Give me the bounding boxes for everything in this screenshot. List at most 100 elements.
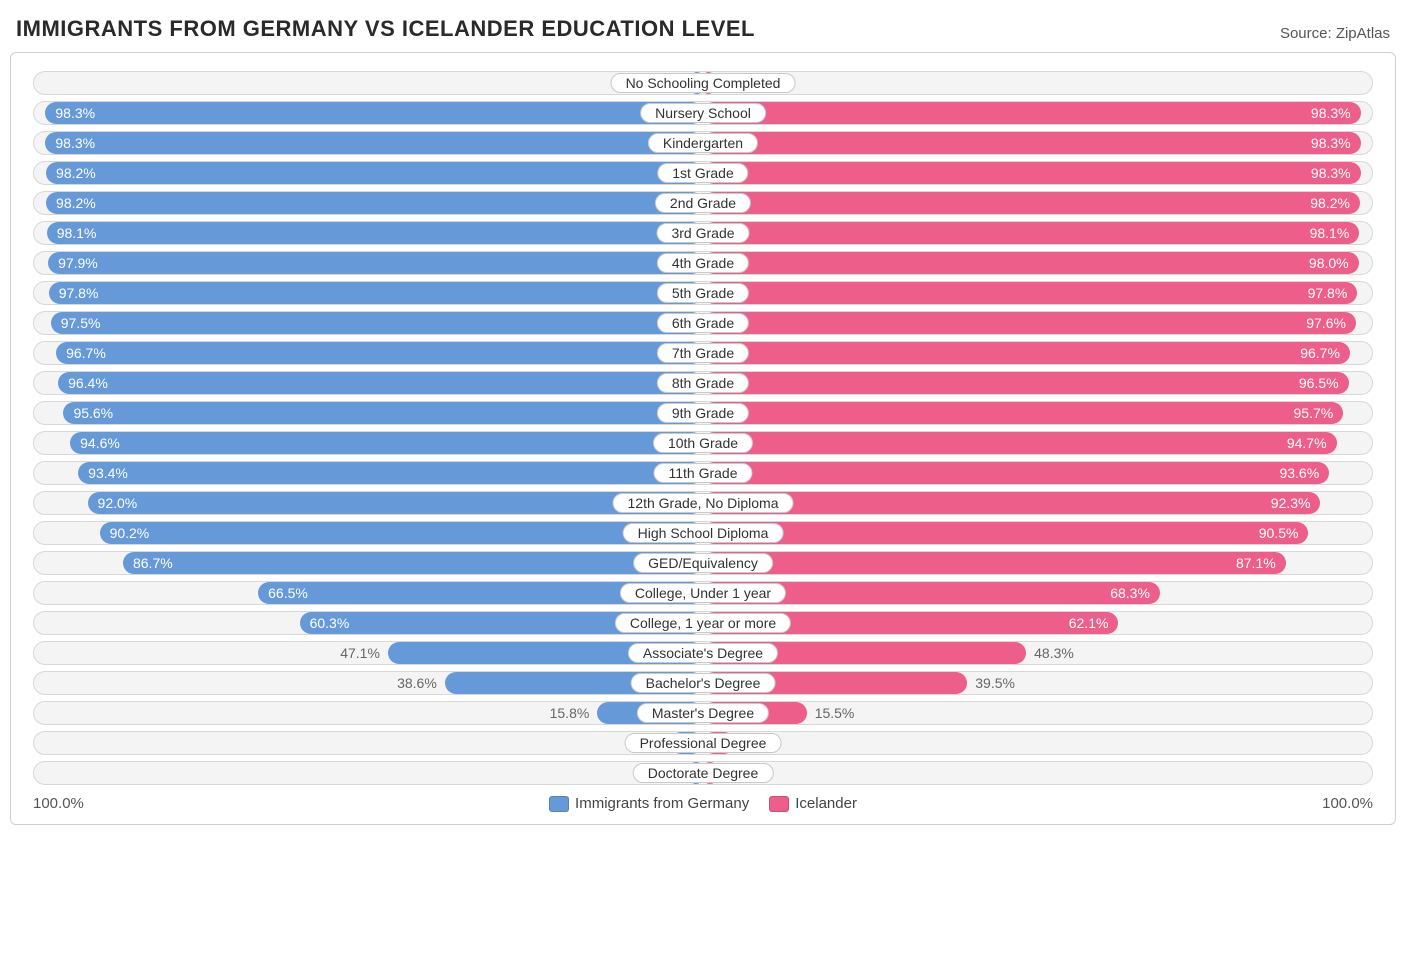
category-label: 5th Grade bbox=[657, 283, 749, 303]
category-label: 7th Grade bbox=[657, 343, 749, 363]
chart-row: 94.6% 94.7% 10th Grade bbox=[33, 431, 1373, 455]
bar-right-value: 94.7% bbox=[1287, 435, 1327, 451]
legend-swatch-left bbox=[549, 796, 569, 812]
category-label: GED/Equivalency bbox=[633, 553, 773, 573]
chart-row: 98.2%98.2%2nd Grade bbox=[33, 191, 1373, 215]
bar-left: 90.2% bbox=[100, 522, 703, 544]
bar-right-value: 95.7% bbox=[1294, 405, 1334, 421]
chart-row: 98.3%98.3%Kindergarten bbox=[33, 131, 1373, 155]
legend-label-left: Immigrants from Germany bbox=[575, 795, 749, 812]
chart-header: IMMIGRANTS FROM GERMANY VS ICELANDER EDU… bbox=[10, 16, 1396, 52]
bar-right-value: 97.8% bbox=[1308, 285, 1348, 301]
category-label: 4th Grade bbox=[657, 253, 749, 273]
bar-right: 97.6% bbox=[703, 312, 1356, 334]
bar-left-value: 15.8% bbox=[550, 702, 598, 724]
category-label: 6th Grade bbox=[657, 313, 749, 333]
bar-left-value: 66.5% bbox=[268, 585, 308, 601]
chart-row: 4.9%4.8%Professional Degree bbox=[33, 731, 1373, 755]
bar-left: 97.9% bbox=[48, 252, 703, 274]
bar-left-value: 38.6% bbox=[397, 672, 445, 694]
bar-left: 96.4% bbox=[58, 372, 703, 394]
category-label: Master's Degree bbox=[637, 703, 769, 723]
category-label: Associate's Degree bbox=[628, 643, 778, 663]
category-label: 9th Grade bbox=[657, 403, 749, 423]
chart-row: 93.4% 93.6% 11th Grade bbox=[33, 461, 1373, 485]
bar-left: 98.3% bbox=[45, 132, 703, 154]
bar-right: 98.0% bbox=[703, 252, 1359, 274]
bar-left: 98.3% bbox=[45, 102, 703, 124]
bar-left-value: 96.7% bbox=[66, 345, 106, 361]
bar-left-value: 98.3% bbox=[55, 135, 95, 151]
bar-right-value: 98.3% bbox=[1311, 165, 1351, 181]
bar-right-value: 90.5% bbox=[1259, 525, 1299, 541]
chart-rows: 1.8%1.7%No Schooling Completed98.3%98.3%… bbox=[33, 71, 1373, 785]
bar-right: 98.2% bbox=[703, 192, 1360, 214]
bar-left: 94.6% bbox=[70, 432, 703, 454]
legend-label-right: Icelander bbox=[795, 795, 857, 812]
bar-left: 97.5% bbox=[51, 312, 703, 334]
bar-right: 94.7% bbox=[703, 432, 1337, 454]
chart-row: 60.3% 62.1% College, 1 year or more bbox=[33, 611, 1373, 635]
bar-right: 90.5% bbox=[703, 522, 1308, 544]
bar-right-value: 98.0% bbox=[1309, 255, 1349, 271]
bar-left-value: 96.4% bbox=[68, 375, 108, 391]
chart-row: 66.5%68.3%College, Under 1 year bbox=[33, 581, 1373, 605]
chart-row: 97.9% 98.0% 4th Grade bbox=[33, 251, 1373, 275]
bar-left: 98.1% bbox=[47, 222, 703, 244]
category-label: 12th Grade, No Diploma bbox=[613, 493, 794, 513]
bar-left-value: 98.2% bbox=[56, 165, 96, 181]
bar-right: 96.5% bbox=[703, 372, 1349, 394]
bar-right: 87.1% bbox=[703, 552, 1286, 574]
bar-right-value: 62.1% bbox=[1069, 615, 1109, 631]
category-label: Nursery School bbox=[640, 103, 766, 123]
chart-row: 92.0%92.3%12th Grade, No Diploma bbox=[33, 491, 1373, 515]
chart-row: 86.7%87.1%GED/Equivalency bbox=[33, 551, 1373, 575]
bar-left-value: 90.2% bbox=[110, 525, 150, 541]
category-label: College, Under 1 year bbox=[620, 583, 786, 603]
chart-row: 15.8%15.5%Master's Degree bbox=[33, 701, 1373, 725]
chart-row: 1.8%1.7%No Schooling Completed bbox=[33, 71, 1373, 95]
bar-right: 93.6% bbox=[703, 462, 1329, 484]
category-label: 10th Grade bbox=[653, 433, 753, 453]
category-label: No Schooling Completed bbox=[611, 73, 796, 93]
chart-row: 96.7% 96.7% 7th Grade bbox=[33, 341, 1373, 365]
category-label: College, 1 year or more bbox=[615, 613, 791, 633]
chart-row: 98.1%98.1%3rd Grade bbox=[33, 221, 1373, 245]
bar-left: 98.2% bbox=[46, 192, 703, 214]
legend: Immigrants from Germany Icelander bbox=[84, 795, 1322, 812]
bar-left-value: 60.3% bbox=[310, 615, 350, 631]
category-label: 3rd Grade bbox=[656, 223, 749, 243]
category-label: 11th Grade bbox=[653, 463, 752, 483]
bar-left-value: 93.4% bbox=[88, 465, 128, 481]
chart-row: 47.1%48.3%Associate's Degree bbox=[33, 641, 1373, 665]
source-name: ZipAtlas bbox=[1336, 25, 1390, 42]
legend-item-left: Immigrants from Germany bbox=[549, 795, 749, 812]
bar-left-value: 97.8% bbox=[59, 285, 99, 301]
category-label: Doctorate Degree bbox=[633, 763, 774, 783]
chart-row: 98.2%98.3%1st Grade bbox=[33, 161, 1373, 185]
x-axis-left-max: 100.0% bbox=[33, 795, 84, 812]
chart-row: 98.3%98.3%Nursery School bbox=[33, 101, 1373, 125]
bar-left-value: 97.5% bbox=[61, 315, 101, 331]
bar-left: 92.0% bbox=[88, 492, 703, 514]
source-attribution: Source: ZipAtlas bbox=[1280, 25, 1390, 42]
bar-right-value: 98.2% bbox=[1310, 195, 1350, 211]
bar-left: 93.4% bbox=[78, 462, 703, 484]
chart-row: 90.2%90.5%High School Diploma bbox=[33, 521, 1373, 545]
bar-left: 98.2% bbox=[46, 162, 703, 184]
bar-right-value: 93.6% bbox=[1279, 465, 1319, 481]
x-axis-right-max: 100.0% bbox=[1322, 795, 1373, 812]
bar-left-value: 97.9% bbox=[58, 255, 98, 271]
chart-row: 95.6%95.7%9th Grade bbox=[33, 401, 1373, 425]
bar-right: 92.3% bbox=[703, 492, 1320, 514]
bar-left-value: 98.2% bbox=[56, 195, 96, 211]
source-label: Source: bbox=[1280, 25, 1332, 42]
bar-right-value: 48.3% bbox=[1026, 642, 1074, 664]
bar-right-value: 98.3% bbox=[1311, 135, 1351, 151]
bar-right-value: 97.6% bbox=[1306, 315, 1346, 331]
category-label: Bachelor's Degree bbox=[631, 673, 776, 693]
bar-right: 95.7% bbox=[703, 402, 1343, 424]
bar-left-value: 94.6% bbox=[80, 435, 120, 451]
chart-row: 97.5% 97.6% 6th Grade bbox=[33, 311, 1373, 335]
bar-right-value: 96.7% bbox=[1300, 345, 1340, 361]
